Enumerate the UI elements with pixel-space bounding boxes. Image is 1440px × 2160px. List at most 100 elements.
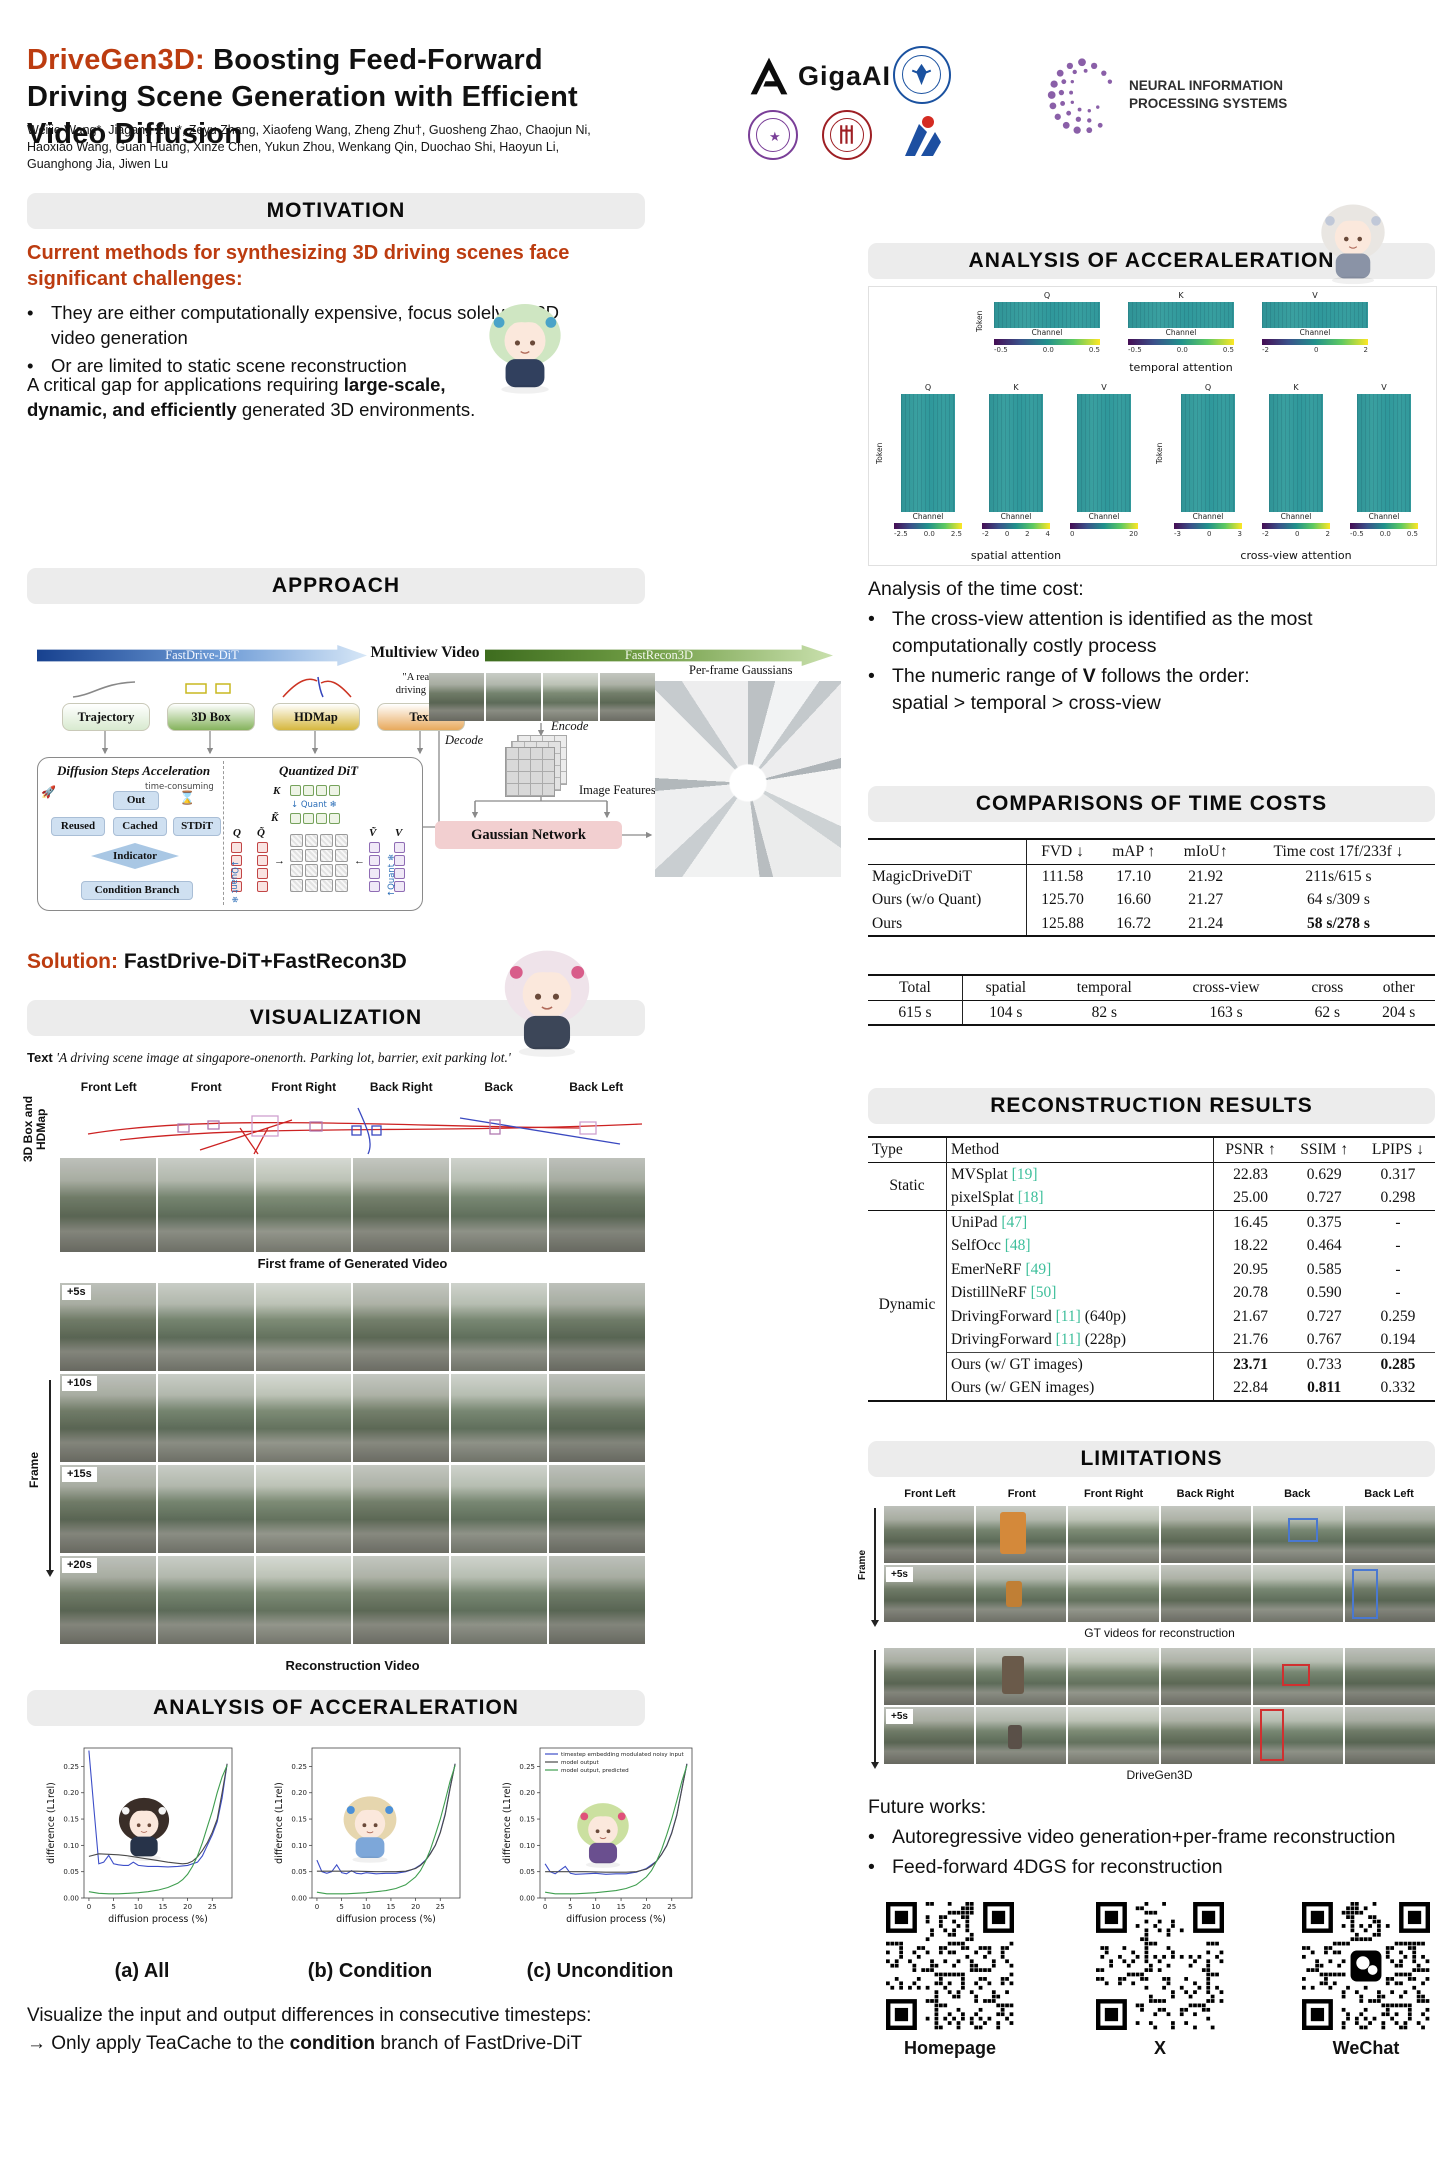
svg-text:difference (L1rel): difference (L1rel) (502, 1782, 513, 1864)
lim-camera-labels: Front Left Front Front Right Back Right Back… (904, 1488, 1414, 1500)
driving-camera-photo (1160, 1707, 1251, 1764)
driving-camera-photo (1068, 1707, 1159, 1764)
frame-axis-label: Frame (27, 1451, 41, 1489)
viz-first-frame-row (60, 1158, 645, 1252)
svg-text:25: 25 (208, 1903, 217, 1911)
driving-camera-photo (353, 1283, 450, 1371)
lim-gt-row-1 (884, 1506, 1436, 1563)
driving-camera-photo (429, 673, 484, 721)
svg-text:model output: model output (561, 1760, 599, 1766)
svg-text:0.15: 0.15 (291, 1816, 307, 1824)
driving-camera-photo (255, 1465, 352, 1553)
quant-k-label: ↓ Quant ❄ (291, 800, 337, 810)
bus-gt (1000, 1512, 1026, 1554)
driving-camera-photo (451, 1465, 548, 1553)
solution-line: Solution: FastDrive-DiT+FastRecon3D (27, 950, 407, 973)
driving-camera-photo (451, 1556, 548, 1644)
mascot-chart-a (106, 1784, 182, 1868)
time-consuming-label: time-consuming (145, 782, 214, 792)
driving-camera-photo (1344, 1707, 1436, 1764)
chibi-character-icon (504, 950, 590, 1057)
spatial-col-q: Q Channel -2.5 0.0 2.5 (894, 383, 962, 538)
citation-link[interactable]: [11] (1055, 1331, 1081, 1348)
image-features-stack (505, 735, 575, 797)
driving-camera-photo (549, 1283, 645, 1371)
node-reused: Reused (51, 817, 105, 836)
q-tilde-cells (256, 841, 269, 893)
driving-camera-photo (1160, 1648, 1251, 1705)
decode-label: Decode (445, 733, 484, 747)
motivation-closing: A critical gap for applications requirin… (27, 374, 476, 420)
svg-text:0.10: 0.10 (291, 1842, 307, 1850)
citation-link[interactable]: [11] (1055, 1307, 1081, 1325)
svg-text:0.20: 0.20 (291, 1789, 307, 1797)
per-frame-gaussians-image (655, 681, 841, 877)
citation-link[interactable]: [19] (1011, 1165, 1038, 1183)
citation-link[interactable]: [47] (1001, 1213, 1028, 1231)
citation-link[interactable]: [49] (1025, 1260, 1052, 1278)
svg-text:0.15: 0.15 (519, 1816, 535, 1824)
viz-box-hdmap-row (60, 1098, 645, 1156)
svg-text:10: 10 (134, 1903, 143, 1911)
gigaai-wordmark: GigaAI (798, 60, 892, 91)
input-trajectory: Trajectory (62, 703, 150, 731)
driving-camera-photo (549, 1556, 645, 1644)
svg-text:timestep embedding modulated n: timestep embedding modulated noisy input (561, 1752, 685, 1758)
svg-text:0.00: 0.00 (63, 1895, 79, 1903)
chibi-character-icon (343, 1796, 397, 1863)
charts-footer-line2: → Only apply TeaCache to the condition b… (27, 2033, 583, 2054)
frame-axis-arrowhead (46, 1570, 54, 1577)
lim-gt-row-2: +5s (884, 1565, 1436, 1622)
motivation-bullet-2: • Or are limited to static scene reconstr… (27, 355, 407, 376)
analysis-bullet-2: • The numeric range of V follows the orde… (868, 665, 1250, 714)
citation-link[interactable]: [18] (1017, 1189, 1044, 1206)
svg-text:0.25: 0.25 (291, 1763, 307, 1771)
node-out: Out (113, 791, 159, 810)
svg-text:10: 10 (362, 1903, 371, 1911)
neurips-logo: NEURAL INFORMATION PROCESSING SYSTEMS (1045, 55, 1287, 135)
motivation-bullets: • They are either computationally expensi… (27, 297, 587, 378)
lim-frame-label-1: Frame (857, 1550, 868, 1581)
driving-camera-photo (1252, 1648, 1343, 1705)
driving-camera-photo (157, 1158, 254, 1252)
chart-all: 0.00 0.05 0.10 0.15 0.20 0.25 0 5 10 15 20 25 diffus… (44, 1738, 240, 1954)
per-frame-gaussians-label: Per-frame Gaussians (689, 663, 793, 677)
svg-text:5: 5 (339, 1903, 343, 1911)
attention-grid (289, 833, 349, 893)
hdmap-wireframe (87, 1107, 643, 1155)
lim-frame-line-2 (874, 1650, 876, 1762)
citation-link[interactable]: [50] (1030, 1284, 1057, 1301)
viz-row-15s: +15s (60, 1465, 645, 1553)
multiview-video-label: Multiview Video (370, 644, 480, 661)
gen-highlight-box-2 (1260, 1709, 1284, 1761)
crossview-col-q: Q Channel -3 0 3 (1174, 383, 1242, 538)
svg-text:0.00: 0.00 (291, 1895, 307, 1903)
hdmap-icon (282, 676, 352, 698)
arrow-right-glyph: → (274, 855, 285, 867)
svg-text:10: 10 (591, 1903, 600, 1911)
mascot-chart-c (564, 1790, 642, 1874)
qr-label-homepage: Homepage (903, 2038, 997, 2058)
motivation-headline: Current methods for synthesizing 3D driv… (27, 242, 570, 290)
temporal-col-q: Q Channel -0.5 0.0 0.5 (994, 291, 1100, 354)
q-label: Q (233, 827, 241, 839)
svg-text:25: 25 (436, 1903, 445, 1911)
v-cells (393, 841, 406, 893)
svg-text:diffusion process (%): diffusion process (%) (108, 1914, 208, 1925)
frame-axis-line (49, 1380, 51, 1570)
qr-code-image (1096, 1902, 1224, 2030)
driving-camera-photo (549, 1465, 645, 1553)
svg-text:0.25: 0.25 (519, 1763, 535, 1771)
svg-text:20: 20 (183, 1903, 192, 1911)
fastrecon-arrow: FastRecon3D (485, 645, 833, 666)
chart-caption-b: (b) Condition (307, 1960, 433, 1982)
svg-text:diffusion process (%): diffusion process (%) (566, 1914, 666, 1925)
first-frame-caption: First frame of Generated Video (257, 1256, 448, 1271)
citation-link[interactable]: [48] (1004, 1237, 1031, 1254)
input-3dbox: 3D Box (167, 703, 255, 731)
mascot-illustration-header (1292, 192, 1414, 288)
image-features-label: Image Features (579, 783, 656, 797)
tsinghua-university-seal: ★ (748, 110, 798, 160)
zhejiang-university-seal (893, 46, 951, 104)
svg-text:0.25: 0.25 (63, 1763, 79, 1771)
